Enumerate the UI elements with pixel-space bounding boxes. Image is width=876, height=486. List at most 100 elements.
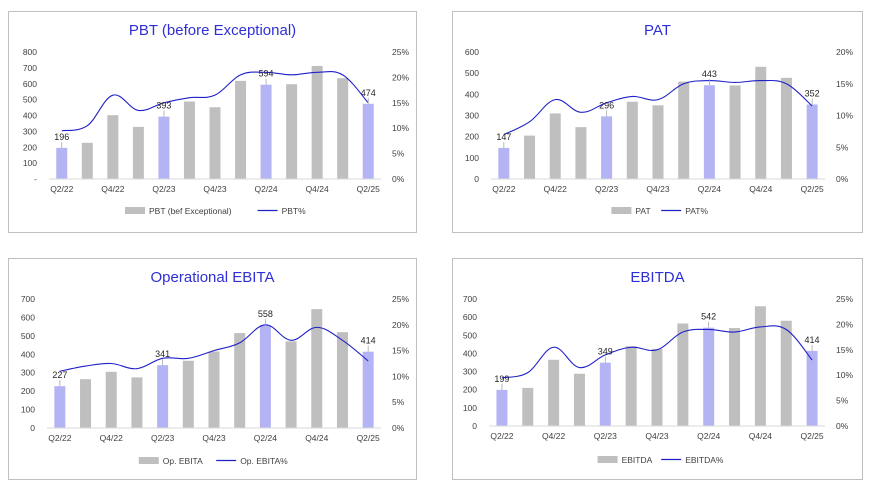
bar-q1-25 [780,77,792,179]
x-tick-label: Q2/23 [151,433,174,443]
data-label: 296 [599,100,614,110]
y-left-tick-label: - [34,174,37,184]
chart-title: Operational EBITA [151,269,275,286]
x-tick-label: Q2/23 [594,431,617,441]
bar-q2-25 [806,350,818,426]
bar-q2-23 [157,365,169,428]
chart-title: PBT (before Exceptional) [129,22,296,39]
y-right-tick-label: 20% [392,72,409,82]
y-left-tick-label: 0 [472,421,477,431]
bar-q2-23 [599,362,611,426]
chart-title: PAT [644,22,671,39]
bar-q2-22 [56,147,68,179]
y-right-tick-label: 25% [836,294,853,304]
bar-q1-24 [677,323,689,426]
x-tick-label: Q2/22 [492,184,515,194]
bar-q2-22 [496,389,508,426]
x-tick-label: Q2/25 [357,184,380,194]
y-right-tick-label: 15% [836,345,853,355]
x-tick-label: Q2/24 [254,433,277,443]
bar-q2-24 [703,85,715,179]
pat-chart: PAT 0 100 200 300 400 500 600 0% 5% 10% 15% 20% Q2/22… [465,22,854,216]
bar-q2-24 [703,327,715,426]
y-left-tick-label: 0 [30,423,35,433]
x-tick-label: Q4/24 [749,431,772,441]
y-right-tick-label: 5% [392,397,405,407]
y-left-tick-label: 600 [463,312,477,322]
y-right-tick-label: 20% [836,47,853,57]
y-left-tick-label: 100 [21,405,35,415]
bar-q4-24 [311,65,323,179]
y-left-tick-label: 100 [23,158,37,168]
data-label: 542 [701,312,716,322]
data-label: 558 [258,309,273,319]
y-left-tick-label: 500 [465,68,479,78]
percent-line [503,79,813,136]
pbt-chart-panel: PBT (before Exceptional) - 100 200 300 400 500… [8,11,417,233]
y-right-tick-label: 5% [392,149,405,159]
y-right-tick-label: 15% [836,79,853,89]
bar-q2-25 [806,104,818,179]
legend-bar-label: EBITDA [622,455,653,465]
bar-q1-24 [678,81,690,179]
y-left-tick-label: 200 [21,386,35,396]
y-left-tick-label: 200 [465,132,479,142]
y-left-tick-label: 200 [23,142,37,152]
data-label: 393 [156,101,171,111]
bar-q1-25 [337,78,349,179]
data-label: 352 [805,88,820,98]
percent-line [61,70,369,132]
bar-q1-23 [132,126,144,179]
y-left-tick-label: 0 [474,174,479,184]
y-right-tick-label: 0% [392,423,405,433]
data-label: 199 [494,374,509,384]
y-right-tick-label: 25% [392,294,409,304]
bar-q2-25 [362,351,374,428]
bar-q1-25 [780,320,792,426]
legend-bar-swatch [611,207,632,214]
y-right-tick-label: 10% [836,111,853,121]
y-right-tick-label: 10% [392,123,409,133]
x-tick-label: Q4/23 [202,433,225,443]
y-left-tick-label: 300 [23,126,37,136]
legend-bar-label: PBT (bef Exceptional) [149,206,232,216]
legend: PBT (bef Exceptional) PBT% [125,206,306,216]
data-label: 414 [361,336,376,346]
x-tick-label: Q2/24 [697,431,720,441]
bar-q3-24 [729,85,741,179]
bar-q2-23 [601,116,613,179]
y-right-tick-label: 15% [392,98,409,108]
x-tick-label: Q4/22 [101,184,124,194]
x-tick-label: Q2/22 [50,184,73,194]
pbt-chart: PBT (before Exceptional) - 100 200 300 400 500… [23,22,410,216]
bar-q2-22 [498,147,510,179]
data-label: 443 [702,69,717,79]
y-right-tick-label: 10% [392,371,409,381]
bar-q3-23 [625,346,637,426]
y-left-tick-label: 600 [23,79,37,89]
bar-q2-23 [158,116,170,179]
bar-q1-24 [234,333,246,428]
x-tick-label: Q4/22 [542,431,565,441]
ebitda-chart-panel: EBITDA 0 100 200 300 400 500 600 700 0% 5% 10% 15% 20… [452,258,863,480]
y-left-tick-label: 300 [463,367,477,377]
x-tick-label: Q4/22 [100,433,123,443]
legend-line-label: PBT% [282,206,307,216]
y-right-tick-label: 15% [392,346,409,356]
legend: EBITDA EBITDA% [597,455,724,465]
bar-q3-23 [182,360,194,428]
bar-q2-22 [54,386,66,428]
legend-bar-swatch [138,457,159,464]
bar-q1-24 [235,80,247,179]
bar-q2-24 [260,84,272,179]
y-left-tick-label: 500 [463,330,477,340]
x-tick-label: Q4/22 [544,184,567,194]
y-right-tick-label: 20% [392,320,409,330]
y-left-tick-label: 700 [21,294,35,304]
bar-q2-24 [259,325,271,428]
op-ebita-chart-panel: Operational EBITA 0 100 200 300 400 500 600 700 0… [8,258,417,480]
bar-q3-22 [522,387,534,426]
y-left-tick-label: 600 [465,47,479,57]
bar-q1-25 [336,332,348,428]
chart-title: EBITDA [630,269,684,286]
